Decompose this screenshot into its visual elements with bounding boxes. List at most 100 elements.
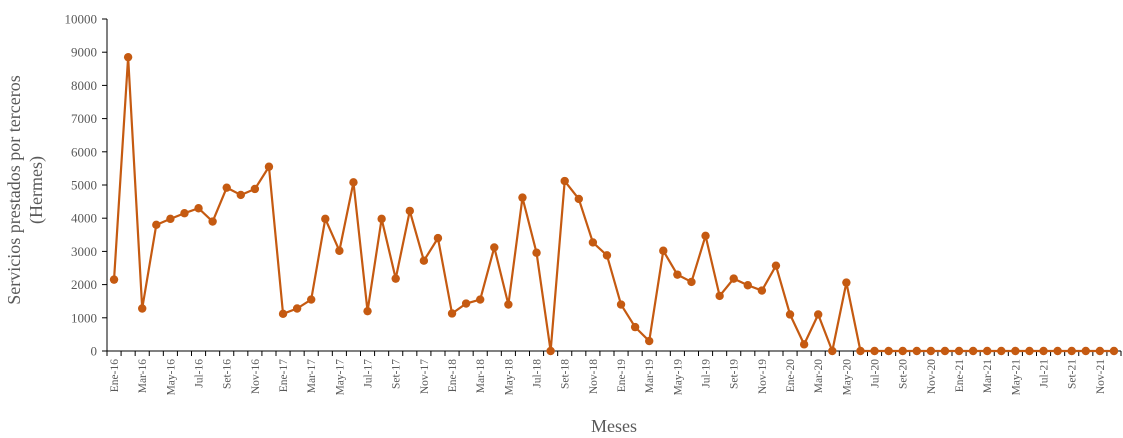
x-tick-label: Ene-18 xyxy=(447,359,459,392)
x-tick-label: Mar-18 xyxy=(475,359,487,394)
data-point xyxy=(997,346,1006,356)
x-tick-label: Nov-17 xyxy=(419,359,431,394)
x-tick-label: Jul-18 xyxy=(532,359,544,388)
x-tick-label: May-17 xyxy=(334,359,346,396)
x-tick-label: Jul-17 xyxy=(363,359,375,388)
data-point xyxy=(856,346,865,356)
data-point xyxy=(940,346,950,356)
data-point xyxy=(983,346,992,356)
data-point xyxy=(391,274,400,283)
x-tick-label: Jul-21 xyxy=(1039,359,1051,388)
data-point xyxy=(180,209,189,218)
data-point xyxy=(1081,346,1090,356)
x-tick-label: May-21 xyxy=(1010,359,1022,396)
data-point xyxy=(828,346,837,356)
x-tick-label: Nov-21 xyxy=(1095,359,1107,394)
data-point xyxy=(292,304,302,313)
data-point xyxy=(321,214,330,224)
x-tick-label: Set-17 xyxy=(391,359,403,389)
x-tick-label: May-16 xyxy=(165,359,177,396)
data-point xyxy=(518,193,527,202)
data-point xyxy=(1025,346,1034,356)
x-tick-label: Set-21 xyxy=(1067,359,1079,389)
data-point xyxy=(616,300,626,309)
data-point xyxy=(109,275,119,284)
data-point xyxy=(1109,346,1119,356)
data-point xyxy=(757,286,767,295)
data-point xyxy=(152,220,161,230)
data-point xyxy=(532,248,541,257)
data-point xyxy=(335,246,344,255)
data-point xyxy=(490,243,499,252)
data-point xyxy=(659,246,668,255)
x-tick-label: Mar-16 xyxy=(137,359,149,394)
data-point xyxy=(560,176,569,186)
y-tick-label: 7000 xyxy=(71,111,97,126)
data-point xyxy=(884,346,893,356)
y-tick-label: 1000 xyxy=(71,310,97,325)
y-axis-title-line-1: Servicios prestados por terceros xyxy=(4,75,24,304)
data-point xyxy=(264,162,274,171)
data-point xyxy=(645,336,654,346)
data-point xyxy=(236,190,245,200)
x-tick-label: Set-18 xyxy=(560,359,572,389)
data-point xyxy=(1067,346,1076,356)
y-tick-labels: 0 1000 2000 3000 4000 5000 6000 7000 8000 9000 100… xyxy=(65,12,107,359)
series-line-group xyxy=(109,52,1119,356)
data-point xyxy=(546,346,555,356)
x-tick-label: Jul-19 xyxy=(701,359,713,388)
x-tick-label: Set-19 xyxy=(729,359,741,389)
data-point xyxy=(363,306,372,316)
y-axis-title-line-2: (Hermes) xyxy=(26,156,47,224)
data-point xyxy=(588,238,598,247)
x-tick-label: Mar-19 xyxy=(644,359,656,394)
data-point xyxy=(194,204,203,213)
series-line xyxy=(112,56,1114,353)
x-tick-label: Set-16 xyxy=(222,359,234,389)
data-point xyxy=(433,233,443,243)
data-point xyxy=(785,310,795,319)
data-point xyxy=(447,309,457,318)
x-tick-label: Nov-18 xyxy=(588,359,600,394)
data-point xyxy=(743,281,752,290)
data-point xyxy=(1053,346,1062,356)
data-point xyxy=(250,184,260,194)
y-axis: 0 1000 2000 3000 4000 5000 6000 7000 8000 9000 100… xyxy=(65,12,108,359)
data-point xyxy=(405,206,414,216)
x-tick-label: Nov-19 xyxy=(757,359,769,394)
x-tick-label: Jul-16 xyxy=(194,359,206,388)
data-point xyxy=(842,278,851,287)
y-tick-label: 8000 xyxy=(71,78,97,93)
x-tick-label: May-18 xyxy=(503,359,515,396)
data-point xyxy=(673,270,682,279)
x-tick-label: Mar-17 xyxy=(306,359,318,394)
x-tick-labels: Ene-16 Mar-16 May-16 Jul-16 Set-16 Nov-16 Ene-… xyxy=(106,351,1122,396)
data-point xyxy=(349,178,358,187)
x-tick-label: Ene-19 xyxy=(616,359,628,392)
data-point xyxy=(166,214,175,224)
data-point xyxy=(701,231,710,240)
y-tick-label: 2000 xyxy=(71,277,97,292)
data-point xyxy=(729,274,738,283)
data-point xyxy=(799,340,809,349)
x-axis: Ene-16 Mar-16 May-16 Jul-16 Set-16 Nov-16 Ene-… xyxy=(106,350,1122,396)
data-point xyxy=(814,310,823,319)
data-point xyxy=(1039,346,1048,356)
x-tick-label: Ene-16 xyxy=(109,359,121,392)
data-point xyxy=(687,277,696,287)
x-tick-label: Mar-21 xyxy=(982,359,994,394)
data-point xyxy=(278,309,288,319)
data-point xyxy=(715,291,724,301)
data-point xyxy=(504,300,513,309)
y-tick-label: 0 xyxy=(91,344,98,359)
x-tick-label: Jul-20 xyxy=(870,359,882,388)
x-tick-label: May-19 xyxy=(672,359,684,396)
x-tick-label: Set-20 xyxy=(898,359,910,389)
data-point xyxy=(968,346,978,356)
data-point xyxy=(574,194,583,204)
x-tick-label: Nov-20 xyxy=(926,359,938,394)
data-point xyxy=(1095,346,1105,356)
data-point xyxy=(1011,346,1020,356)
data-point xyxy=(461,299,471,308)
